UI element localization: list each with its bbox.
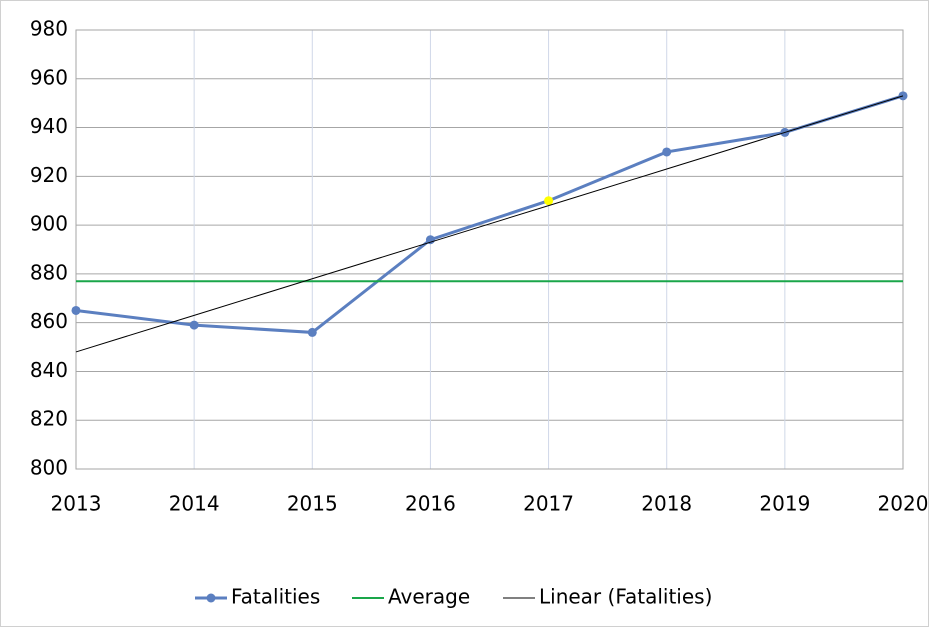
plot-border xyxy=(75,29,904,470)
y-tick-label: 880 xyxy=(30,260,68,284)
y-tick-label: 800 xyxy=(30,456,68,480)
data-point xyxy=(189,320,199,330)
x-tick-label: 2014 xyxy=(169,492,220,516)
y-tick-label: 980 xyxy=(30,17,68,41)
x-tick-label: 2013 xyxy=(51,492,102,516)
legend-label: Linear (Fatalities) xyxy=(539,585,712,609)
data-point xyxy=(544,196,554,206)
y-tick-label: 860 xyxy=(30,309,68,333)
y-tick-label: 920 xyxy=(30,163,68,187)
series-line xyxy=(75,94,904,334)
x-tick-label: 2020 xyxy=(878,492,929,516)
series-line xyxy=(75,95,904,353)
x-tick-label: 2015 xyxy=(287,492,338,516)
x-tick-label: 2018 xyxy=(641,492,692,516)
x-tick-label: 2017 xyxy=(523,492,574,516)
y-tick-label: 900 xyxy=(30,212,68,236)
data-point xyxy=(307,327,317,337)
legend-label: Average xyxy=(388,585,470,609)
legend-label: Fatalities xyxy=(231,585,320,609)
x-tick-label: 2019 xyxy=(759,492,810,516)
y-tick-label: 820 xyxy=(30,407,68,431)
data-point xyxy=(662,147,672,157)
y-tick-label: 940 xyxy=(30,114,68,138)
y-tick-label: 960 xyxy=(30,65,68,89)
legend-marker xyxy=(206,593,216,603)
data-point xyxy=(71,305,81,315)
y-tick-label: 840 xyxy=(30,358,68,382)
x-tick-label: 2016 xyxy=(405,492,456,516)
